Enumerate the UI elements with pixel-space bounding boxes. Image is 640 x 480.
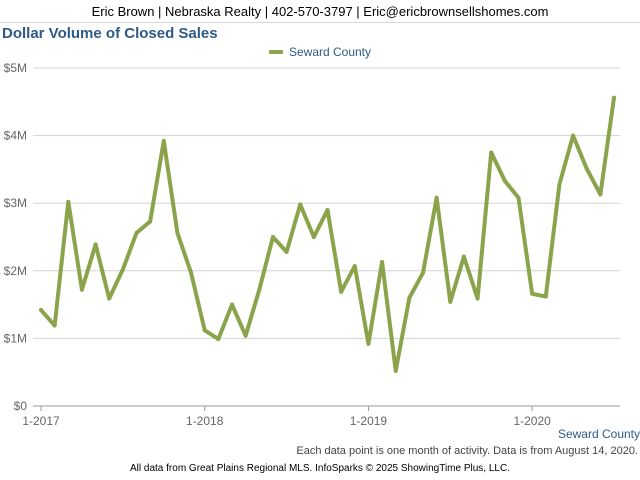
series-layer xyxy=(39,95,616,373)
data-point xyxy=(434,195,439,200)
data-point xyxy=(489,150,494,155)
y-tick-label: $2M xyxy=(4,264,27,278)
data-point xyxy=(298,202,303,207)
data-credit: All data from Great Plains Regional MLS.… xyxy=(130,463,510,474)
chart-title: Dollar Volume of Closed Sales xyxy=(2,25,218,42)
data-point xyxy=(612,95,616,100)
footer-series-label: Seward County xyxy=(557,427,640,441)
data-point xyxy=(175,230,180,235)
data-point xyxy=(571,133,576,138)
data-point xyxy=(270,235,275,239)
data-point xyxy=(502,178,507,183)
agent-contact-bar: Eric Brown | Nebraska Realty | 402-570-3… xyxy=(0,0,640,23)
data-point xyxy=(598,192,603,197)
data-point xyxy=(230,302,234,307)
data-point xyxy=(134,230,139,235)
data-point xyxy=(584,166,589,171)
y-tick-label: $0 xyxy=(14,399,28,413)
data-point xyxy=(284,249,289,254)
data-point xyxy=(148,219,153,224)
axis-layer: $0 $1M $2M $3M $4M $5M 1-2017 1-2018 1-2019 1-202… xyxy=(4,61,551,428)
x-tick-label: 1-2017 xyxy=(22,414,60,428)
data-point xyxy=(52,323,57,328)
data-point xyxy=(107,296,112,301)
data-point xyxy=(461,254,466,259)
data-point xyxy=(120,267,125,272)
data-point xyxy=(393,368,398,373)
y-tick-label: $5M xyxy=(4,61,27,75)
data-point xyxy=(325,207,330,212)
data-point xyxy=(66,199,71,204)
data-point xyxy=(407,295,412,300)
chart-legend[interactable]: Seward County xyxy=(0,45,640,59)
data-point xyxy=(380,260,385,265)
data-point xyxy=(557,182,562,187)
grid-layer xyxy=(33,67,620,407)
data-point xyxy=(475,296,480,301)
data-point xyxy=(202,328,207,333)
data-point xyxy=(366,341,371,346)
data-point xyxy=(79,287,84,292)
legend-label: Seward County xyxy=(288,45,372,59)
agent-contact-text: Eric Brown | Nebraska Realty | 402-570-3… xyxy=(91,3,549,19)
x-tick-label: 1-2018 xyxy=(186,414,224,428)
legend-swatch xyxy=(268,50,283,54)
series-line-seward-county xyxy=(39,95,616,373)
data-point xyxy=(39,308,43,313)
data-point xyxy=(216,337,221,342)
data-point xyxy=(448,299,453,304)
data-point xyxy=(257,287,262,292)
data-point xyxy=(243,333,248,338)
y-tick-label: $4M xyxy=(4,129,27,143)
x-tick-label: 1-2019 xyxy=(350,414,388,428)
y-tick-label: $3M xyxy=(4,196,27,210)
x-tick-label: 1-2020 xyxy=(513,414,551,428)
data-point xyxy=(543,294,548,299)
data-point xyxy=(161,139,166,144)
data-note: Each data point is one month of activity… xyxy=(296,445,638,457)
data-point xyxy=(93,242,98,247)
data-point xyxy=(352,264,357,269)
data-point xyxy=(516,195,521,200)
data-point xyxy=(189,270,194,275)
data-point xyxy=(311,235,316,239)
data-point xyxy=(421,270,425,275)
data-point xyxy=(339,289,344,294)
data-point xyxy=(530,291,535,296)
y-tick-label: $1M xyxy=(4,331,27,345)
